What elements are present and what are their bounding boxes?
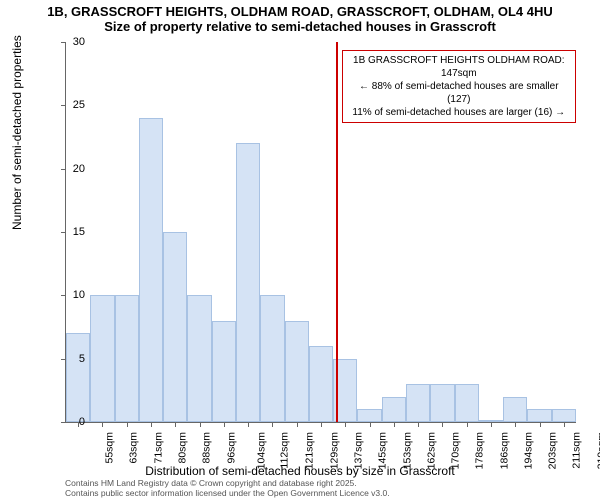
x-tick (345, 422, 346, 427)
x-tick-label: 162sqm (425, 432, 437, 469)
annotation-line2: ← 88% of semi-detached houses are smalle… (348, 80, 570, 106)
histogram-bar (503, 397, 527, 422)
histogram-bar (187, 295, 211, 422)
x-tick-label: 153sqm (401, 432, 413, 469)
chart-title-line1: 1B, GRASSCROFT HEIGHTS, OLDHAM ROAD, GRA… (0, 0, 600, 19)
x-tick-label: 88sqm (201, 432, 213, 464)
histogram-bar (406, 384, 430, 422)
x-tick (515, 422, 516, 427)
x-tick-label: 194sqm (522, 432, 534, 469)
y-tick (61, 422, 66, 423)
x-tick (175, 422, 176, 427)
x-tick (564, 422, 565, 427)
y-tick (61, 42, 66, 43)
x-tick-label: 121sqm (304, 432, 316, 469)
y-tick (61, 105, 66, 106)
x-tick (151, 422, 152, 427)
x-tick (224, 422, 225, 427)
x-tick-label: 211sqm (570, 432, 582, 469)
y-tick (61, 232, 66, 233)
x-tick (102, 422, 103, 427)
x-tick-label: 203sqm (547, 432, 559, 469)
x-tick-label: 104sqm (255, 432, 267, 469)
x-tick (370, 422, 371, 427)
x-tick (200, 422, 201, 427)
y-tick-label: 30 (73, 36, 85, 48)
annotation-box: 1B GRASSCROFT HEIGHTS OLDHAM ROAD: 147sq… (342, 50, 576, 123)
y-tick-label: 5 (79, 353, 85, 365)
histogram-bar (90, 295, 114, 422)
x-tick-label: 129sqm (328, 432, 340, 469)
footer-attribution: Contains HM Land Registry data © Crown c… (65, 478, 390, 498)
histogram-bar (430, 384, 454, 422)
x-tick-label: 112sqm (279, 432, 291, 469)
x-tick (297, 422, 298, 427)
y-tick (61, 169, 66, 170)
x-tick-label: 170sqm (450, 432, 462, 469)
annotation-line3: 11% of semi-detached houses are larger (… (348, 106, 570, 119)
annotation-line1: 1B GRASSCROFT HEIGHTS OLDHAM ROAD: 147sq… (348, 54, 570, 80)
x-tick (272, 422, 273, 427)
y-tick (61, 359, 66, 360)
x-tick (248, 422, 249, 427)
footer-line2: Contains public sector information licen… (65, 488, 390, 498)
x-tick-label: 96sqm (225, 432, 237, 464)
x-tick (321, 422, 322, 427)
x-tick (394, 422, 395, 427)
x-tick-label: 80sqm (177, 432, 189, 464)
x-tick (127, 422, 128, 427)
histogram-bar (552, 409, 576, 422)
x-tick (442, 422, 443, 427)
x-tick-label: 71sqm (152, 432, 164, 464)
histogram-bar (236, 143, 260, 422)
histogram-bar (455, 384, 479, 422)
y-tick (61, 295, 66, 296)
y-tick-label: 25 (73, 99, 85, 111)
property-marker-line (336, 42, 338, 422)
x-tick-label: 55sqm (104, 432, 116, 464)
y-tick-label: 15 (73, 226, 85, 238)
x-tick (467, 422, 468, 427)
histogram-bar (357, 409, 381, 422)
x-tick-label: 219sqm (595, 432, 600, 469)
x-tick-label: 178sqm (474, 432, 486, 469)
x-tick-label: 137sqm (352, 432, 364, 469)
histogram-bar (382, 397, 406, 422)
plot-area: 1B GRASSCROFT HEIGHTS OLDHAM ROAD: 147sq… (65, 42, 576, 423)
histogram-bar (285, 321, 309, 422)
x-tick (491, 422, 492, 427)
y-axis-title: Number of semi-detached properties (10, 35, 24, 230)
histogram-bar (212, 321, 236, 422)
y-tick-label: 0 (79, 416, 85, 428)
chart-title-line2: Size of property relative to semi-detach… (0, 19, 600, 36)
y-tick-label: 20 (73, 163, 85, 175)
y-tick-label: 10 (73, 289, 85, 301)
histogram-bar (66, 333, 90, 422)
histogram-bar (309, 346, 333, 422)
x-tick (418, 422, 419, 427)
footer-line1: Contains HM Land Registry data © Crown c… (65, 478, 390, 488)
x-tick-label: 186sqm (498, 432, 510, 469)
x-tick-label: 145sqm (377, 432, 389, 469)
histogram-bar (527, 409, 551, 422)
x-tick-label: 63sqm (128, 432, 140, 464)
histogram-bar (260, 295, 284, 422)
histogram-bar (163, 232, 187, 422)
chart-container: 1B GRASSCROFT HEIGHTS OLDHAM ROAD: 147sq… (65, 42, 575, 422)
histogram-bar (115, 295, 139, 422)
histogram-bar (139, 118, 163, 422)
x-tick (540, 422, 541, 427)
